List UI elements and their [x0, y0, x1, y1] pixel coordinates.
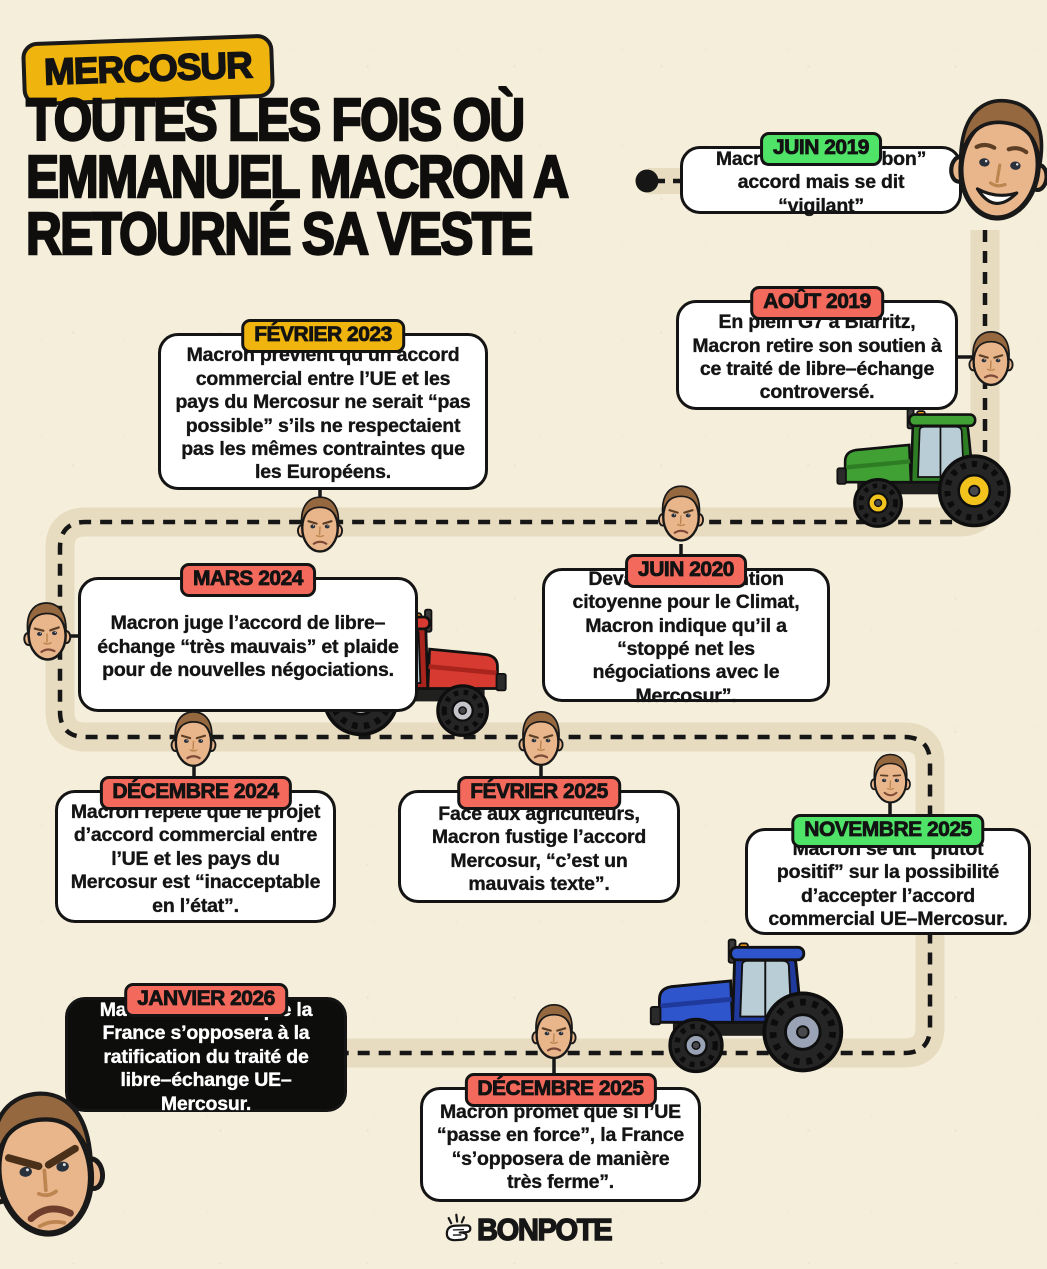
- event-text: Macron promet que si l’UE “passe en forc…: [436, 1100, 685, 1194]
- title-line: TOUTES LES FOIS OÙ: [25, 87, 526, 153]
- page-title: TOUTES LES FOIS OÙ EMMANUEL MACRON A RET…: [25, 87, 570, 267]
- macron-face-icon: [0, 1078, 121, 1259]
- event-text: Macron répète que le projet d’accord com…: [70, 801, 321, 917]
- date-badge: DÉCEMBRE 2024: [99, 776, 292, 810]
- date-badge: JUIN 2020: [625, 554, 747, 588]
- green-tractor-icon: [833, 398, 1015, 536]
- finger-snap-icon: [445, 1213, 472, 1242]
- title-line: RETOURNÉ SA VESTE: [25, 201, 534, 267]
- event-box-decembre-2024: DÉCEMBRE 2024 Macron répète que le proje…: [55, 776, 336, 923]
- event-box-janvier-2026: JANVIER 2026 Macron annonce que la Franc…: [65, 983, 347, 1115]
- event-text: Macron juge l’accord de libre–échange “t…: [97, 612, 399, 682]
- event-box-juin-2019: JUIN 2019 Macron salue un “bon” accord m…: [680, 132, 962, 217]
- macron-face-icon: [296, 494, 344, 558]
- date-badge: AOÛT 2019: [750, 286, 884, 320]
- event-box-mars-2024: MARS 2024 Macron juge l’accord de libre–…: [78, 563, 418, 712]
- macron-face-icon: [941, 87, 1047, 239]
- event-text: Macron se dit “plutôt positif” sur la po…: [768, 837, 1008, 931]
- event-box-juin-2020: JUIN 2020 Devant la Convention citoyenne…: [542, 554, 830, 707]
- date-badge: NOVEMBRE 2025: [791, 814, 985, 848]
- event-box-novembre-2025: NOVEMBRE 2025 Macron se dit “plutôt posi…: [745, 814, 1031, 935]
- event-text: Face aux agriculteurs, Macron fustige l’…: [431, 802, 647, 896]
- date-badge: MARS 2024: [180, 563, 316, 597]
- date-badge: DÉCEMBRE 2025: [464, 1073, 657, 1107]
- macron-face-icon: [530, 1002, 578, 1064]
- title-line: EMMANUEL MACRON A: [25, 144, 570, 210]
- event-box-decembre-2025: DÉCEMBRE 2025 Macron promet que si l’UE …: [420, 1073, 701, 1202]
- brand-logo: BONPOTE: [441, 1211, 620, 1249]
- event-text: Devant la Convention citoyenne pour le C…: [572, 567, 800, 707]
- date-badge: JANVIER 2026: [124, 983, 288, 1017]
- event-text: Macron prévient qu’un accord commercial …: [175, 344, 471, 484]
- event-box-fevrier-2025: FÉVRIER 2025 Face aux agriculteurs, Macr…: [398, 776, 680, 903]
- date-badge: FÉVRIER 2023: [241, 319, 405, 353]
- macron-face-icon: [169, 709, 218, 772]
- brand-name: BONPOTE: [476, 1211, 613, 1247]
- blue-tractor-icon: [646, 934, 848, 1077]
- date-badge: JUIN 2019: [760, 132, 882, 166]
- macron-face-icon: [20, 596, 74, 671]
- date-badge: FÉVRIER 2025: [457, 776, 621, 810]
- event-text: En plein G7 à Biarritz, Macron retire so…: [692, 311, 942, 404]
- macron-face-icon: [657, 483, 705, 547]
- event-box-fevrier-2023: FÉVRIER 2023 Macron prévient qu’un accor…: [158, 319, 488, 490]
- timeline-start-dot: [635, 169, 659, 193]
- event-box-aout-2019: AOÛT 2019 En plein G7 à Biarritz, Macron…: [676, 286, 958, 410]
- macron-face-icon: [517, 709, 565, 771]
- macron-face-icon: [869, 752, 912, 808]
- macron-face-icon: [966, 329, 1016, 391]
